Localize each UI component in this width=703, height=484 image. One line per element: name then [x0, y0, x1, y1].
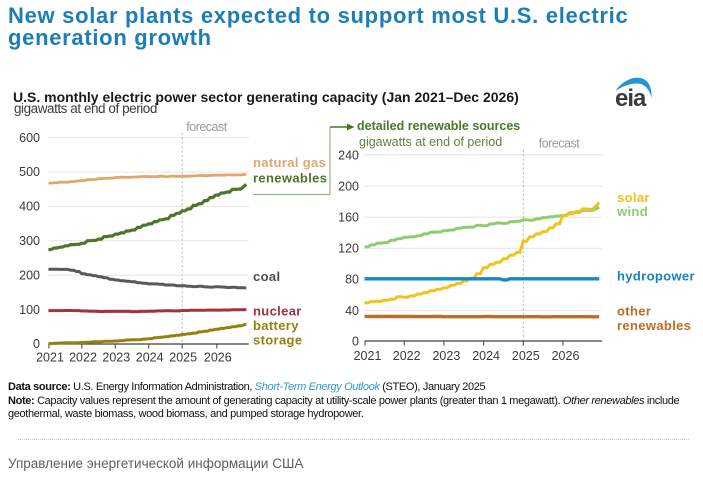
svg-text:hydropower: hydropower [617, 269, 695, 284]
svg-text:40: 40 [345, 304, 359, 318]
svg-text:200: 200 [19, 268, 40, 282]
svg-text:2021: 2021 [354, 349, 382, 363]
svg-text:forecast: forecast [186, 120, 227, 134]
svg-text:2024: 2024 [136, 351, 164, 365]
svg-text:500: 500 [19, 165, 40, 179]
svg-text:2026: 2026 [204, 351, 232, 365]
svg-text:2022: 2022 [69, 351, 97, 365]
svg-text:forecast: forecast [539, 137, 580, 151]
svg-text:renewables: renewables [617, 318, 691, 333]
svg-text:2024: 2024 [472, 349, 500, 363]
svg-text:2025: 2025 [512, 349, 540, 363]
svg-text:0: 0 [352, 334, 359, 348]
svg-text:gigawatts at end of period: gigawatts at end of period [359, 135, 502, 149]
svg-text:coal: coal [253, 269, 280, 284]
svg-text:240: 240 [338, 148, 359, 162]
svg-text:renewables: renewables [253, 171, 327, 186]
svg-text:80: 80 [345, 273, 359, 287]
svg-text:2026: 2026 [552, 349, 580, 363]
svg-text:600: 600 [19, 131, 40, 145]
svg-text:2025: 2025 [169, 351, 197, 365]
svg-text:160: 160 [338, 211, 359, 225]
svg-text:120: 120 [338, 242, 359, 256]
svg-text:other: other [617, 304, 651, 319]
svg-text:400: 400 [19, 200, 40, 214]
svg-text:wind: wind [616, 204, 648, 219]
svg-text:nuclear: nuclear [253, 304, 302, 319]
svg-text:2023: 2023 [432, 349, 460, 363]
svg-text:100: 100 [19, 303, 40, 317]
svg-text:natural gas: natural gas [253, 155, 326, 170]
svg-text:0: 0 [33, 337, 40, 351]
svg-text:detailed renewable sources: detailed renewable sources [357, 119, 520, 133]
svg-text:2023: 2023 [102, 351, 130, 365]
svg-text:solar: solar [617, 190, 650, 205]
svg-text:storage: storage [253, 333, 302, 348]
svg-text:300: 300 [19, 234, 40, 248]
svg-text:2022: 2022 [393, 349, 421, 363]
svg-text:eia: eia [615, 85, 647, 112]
svg-text:battery: battery [253, 318, 299, 333]
svg-text:200: 200 [338, 179, 359, 193]
svg-text:2021: 2021 [36, 351, 64, 365]
